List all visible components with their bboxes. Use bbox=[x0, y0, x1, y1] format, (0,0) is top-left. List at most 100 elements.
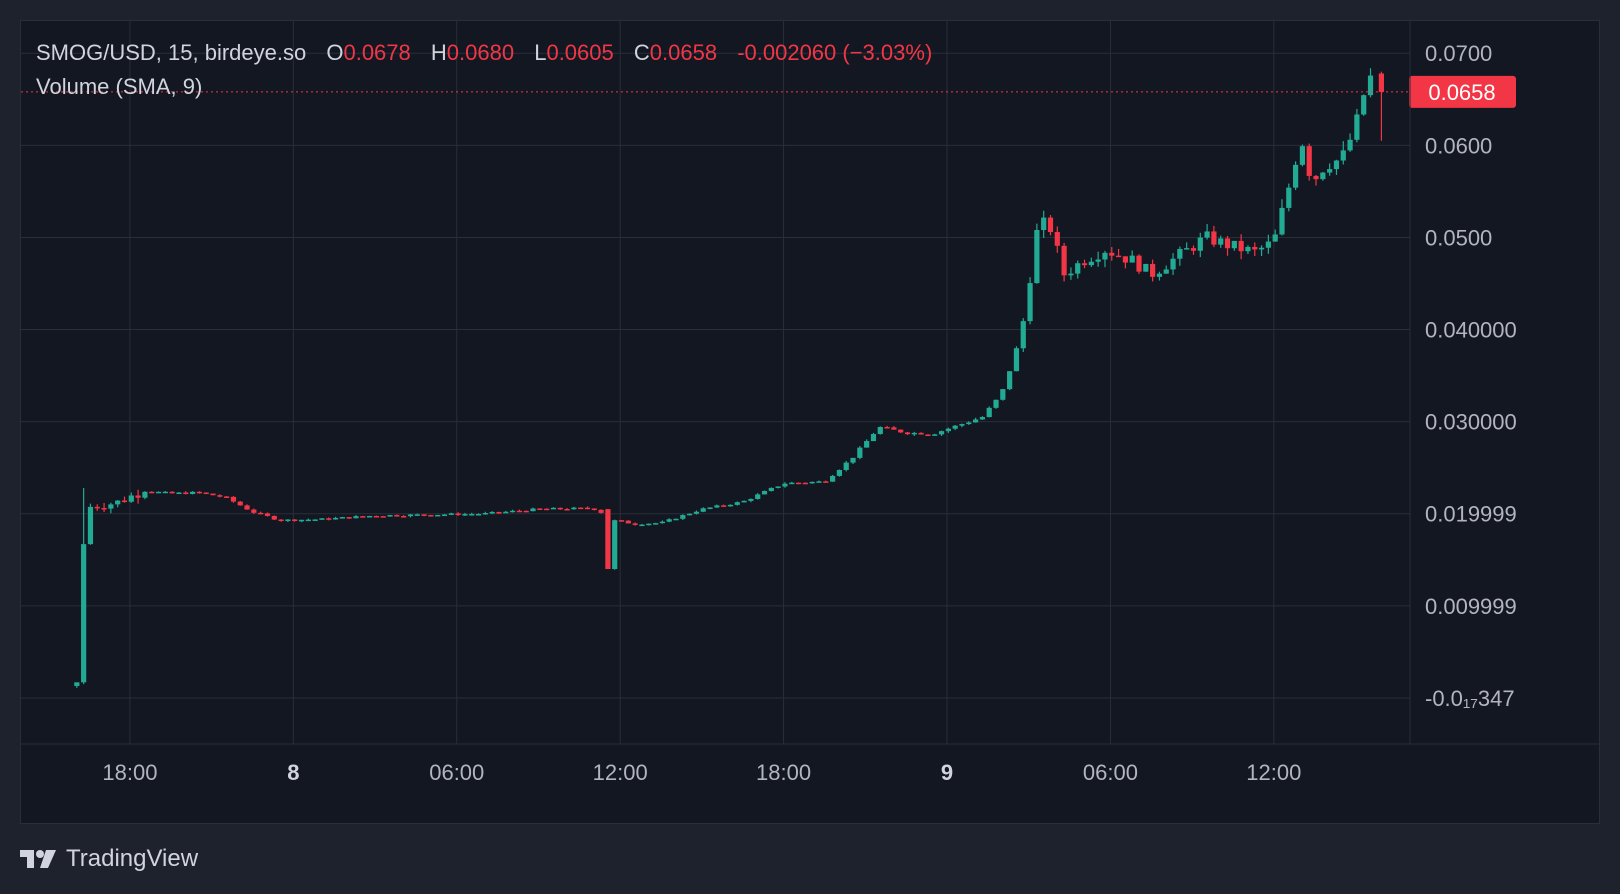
candle-body bbox=[292, 519, 298, 522]
candle-body bbox=[830, 475, 836, 482]
candle-body bbox=[448, 513, 454, 515]
candle-body bbox=[149, 491, 155, 494]
candle-body bbox=[1367, 75, 1374, 96]
candle-body bbox=[891, 427, 897, 430]
candle-body bbox=[339, 517, 345, 519]
candle-body bbox=[1163, 269, 1169, 274]
candle-body bbox=[693, 511, 700, 514]
candle-body bbox=[986, 407, 992, 418]
candle-body bbox=[843, 462, 849, 470]
candle-body bbox=[1286, 187, 1292, 208]
candle-body bbox=[1354, 114, 1360, 140]
candle-body bbox=[305, 519, 311, 522]
candle-body bbox=[1156, 273, 1163, 277]
candle-body bbox=[74, 682, 80, 686]
candle-body bbox=[544, 508, 550, 511]
candle-body bbox=[564, 509, 570, 511]
candle-body bbox=[972, 419, 979, 423]
candle-body bbox=[1177, 248, 1183, 259]
candle-body bbox=[537, 508, 543, 510]
overlays: 0.0658 bbox=[21, 75, 1516, 108]
candle-body bbox=[741, 500, 747, 503]
candle-body bbox=[271, 515, 277, 520]
candle-body bbox=[367, 515, 373, 518]
candle-body bbox=[1327, 169, 1333, 173]
candle-body bbox=[237, 501, 243, 506]
candle-body bbox=[1068, 273, 1074, 276]
candle-body bbox=[128, 495, 134, 502]
candle-body bbox=[462, 514, 468, 516]
candle-body bbox=[836, 469, 843, 476]
candle-body bbox=[809, 481, 815, 484]
candle-body bbox=[360, 516, 366, 518]
open-label: O bbox=[326, 40, 344, 65]
candle-body bbox=[264, 513, 271, 516]
candle-body bbox=[1047, 217, 1054, 233]
candle-body bbox=[591, 508, 597, 510]
change-value: -0.002060 (−3.03%) bbox=[737, 40, 933, 65]
candle-body bbox=[734, 502, 740, 505]
candle-body bbox=[230, 496, 237, 502]
candle-body bbox=[1279, 207, 1285, 235]
candle-body bbox=[394, 515, 400, 517]
candle-body bbox=[598, 509, 604, 513]
candle-body bbox=[1041, 217, 1047, 231]
legend: SMOG/USD, 15, birdeye.so O0.0678 H0.0680… bbox=[36, 36, 932, 104]
candle-body bbox=[864, 441, 870, 448]
candle-body bbox=[1102, 252, 1108, 260]
volume-indicator-label[interactable]: Volume (SMA, 9) bbox=[36, 74, 203, 99]
candle-body bbox=[1027, 283, 1033, 322]
candle-body bbox=[285, 519, 291, 522]
candle-body bbox=[1184, 248, 1190, 250]
tradingview-brand[interactable]: TradingView bbox=[20, 842, 198, 876]
candle-body bbox=[1340, 150, 1346, 161]
candle-body bbox=[748, 498, 754, 501]
candle-body bbox=[496, 511, 502, 514]
candle-body bbox=[700, 508, 706, 512]
last-price-label: 0.0658 bbox=[1428, 80, 1495, 105]
high-value: 0.0680 bbox=[446, 40, 515, 65]
candle-body bbox=[911, 432, 917, 435]
y-tick-label: 0.0700 bbox=[1425, 41, 1492, 66]
candle-body bbox=[802, 482, 808, 485]
candle-body bbox=[823, 481, 829, 483]
candle-body bbox=[761, 491, 768, 495]
candles bbox=[74, 68, 1385, 688]
candle-body bbox=[258, 512, 264, 515]
candle-body bbox=[1320, 172, 1326, 180]
candle-body bbox=[121, 500, 128, 503]
candle-body bbox=[877, 427, 883, 435]
candle-body bbox=[1122, 256, 1128, 263]
x-tick-label: 8 bbox=[287, 760, 299, 785]
candle-body bbox=[428, 515, 434, 517]
candle-body bbox=[1150, 263, 1156, 277]
symbol-label[interactable]: SMOG/USD, 15, birdeye.so bbox=[36, 40, 307, 65]
candle-body bbox=[278, 519, 284, 522]
candle-body bbox=[441, 514, 448, 517]
candle-body bbox=[455, 513, 461, 516]
candle-body bbox=[217, 495, 223, 497]
candle-body bbox=[1204, 231, 1210, 238]
candle-body bbox=[932, 434, 938, 436]
x-tick-label: 18:00 bbox=[756, 760, 811, 785]
candle-body bbox=[210, 493, 216, 496]
candle-body bbox=[687, 513, 693, 516]
candle-body bbox=[714, 505, 720, 508]
candle-body bbox=[584, 507, 591, 510]
candle-body bbox=[870, 434, 877, 442]
candle-body bbox=[727, 504, 734, 507]
candle-body bbox=[251, 509, 257, 513]
tradingview-logo-icon bbox=[20, 850, 56, 868]
candle-body bbox=[707, 507, 713, 509]
candle-body bbox=[387, 515, 393, 517]
candle-body bbox=[1095, 259, 1101, 262]
candle-body bbox=[1170, 258, 1176, 270]
candle-body bbox=[639, 524, 645, 527]
candle-body bbox=[795, 482, 802, 485]
candle-body bbox=[162, 491, 168, 494]
candle-body bbox=[1129, 255, 1135, 263]
candle-body bbox=[1054, 232, 1060, 246]
candle-body bbox=[966, 422, 972, 425]
candle-body bbox=[244, 505, 250, 510]
